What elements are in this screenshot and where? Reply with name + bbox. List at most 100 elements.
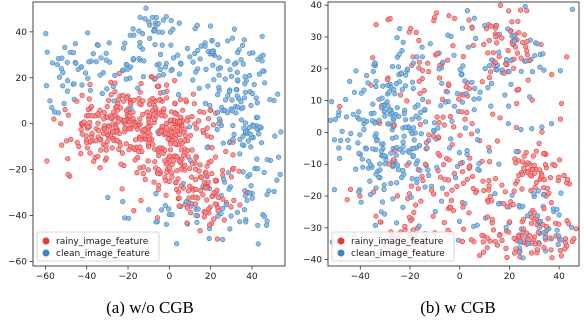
clean-point [194,219,200,225]
rainy-point [539,129,545,135]
clean-point [202,100,208,106]
rainy-point [184,220,190,226]
rainy-point [101,109,107,116]
y-tick-label: −20 [8,166,27,176]
rainy-point [497,2,504,9]
rainy-point [178,183,184,189]
rainy-point [87,81,93,87]
clean-point [156,61,162,67]
clean-point [220,205,226,212]
clean-point [377,161,383,167]
clean-point [186,124,193,130]
clean-point [485,84,491,91]
clean-point [216,116,222,122]
rainy-point [564,176,571,183]
rainy-point [525,160,531,166]
clean-point [235,77,241,83]
rainy-point [390,157,397,163]
clean-point [153,14,159,21]
rainy-point [145,124,151,130]
rainy-point [425,99,431,105]
rainy-point [492,176,499,182]
clean-point [353,68,359,74]
clean-point [358,199,364,205]
rainy-point [172,110,178,117]
clean-point [216,72,222,78]
rainy-point [161,106,167,112]
rainy-point [488,69,494,75]
rainy-point [519,186,525,192]
y-tick-label: 0 [21,120,27,130]
rainy-point [466,164,473,170]
clean-point [448,136,454,142]
rainy-point [177,96,184,103]
y-tick-label: 10 [311,97,323,107]
rainy-point [557,116,564,122]
clean-point [62,44,68,51]
clean-point [399,86,405,93]
rainy-point [193,125,199,131]
rainy-point [193,186,199,192]
plot-frame-a [32,1,286,267]
clean-point [401,133,407,139]
clean-point [79,82,85,88]
clean-point [159,42,165,48]
rainy-point [138,137,144,143]
rainy-point [59,142,65,148]
clean-point [394,105,400,111]
clean-point [457,66,463,73]
clean-point [215,41,221,48]
clean-point [394,220,400,226]
clean-point [439,80,445,86]
clean-point [558,190,564,196]
rainy-point [103,129,110,135]
clean-point [555,233,562,239]
clean-point [231,61,237,67]
clean-point [413,113,419,119]
clean-point [554,227,560,233]
clean-point [410,60,417,66]
rainy-point [137,89,143,95]
clean-point [452,175,459,181]
rainy-point [183,97,189,103]
clean-point [99,90,105,97]
rainy-point [122,125,128,131]
x-tick-label: 40 [553,272,565,282]
x-tick-label: 20 [205,272,217,282]
rainy-point [492,238,498,245]
clean-point [225,93,231,99]
rainy-point [188,210,194,216]
rainy-point [136,100,142,106]
clean-point [227,226,233,232]
clean-point [385,121,391,127]
clean-point [128,105,134,111]
rainy-point [169,124,175,131]
clean-point [194,22,200,29]
rainy-point [150,141,156,147]
clean-point [256,131,262,137]
rainy-point [556,157,563,163]
clean-point [382,153,388,159]
clean-point [331,187,338,193]
rainy-point [507,219,513,225]
rainy-point [156,167,162,173]
clean-point [400,139,406,145]
clean-point [400,144,406,150]
rainy-point [63,138,69,144]
clean-point [537,224,543,231]
rainy-point [460,180,467,186]
rainy-point [539,173,545,179]
clean-point [255,114,261,120]
rainy-point [142,176,148,182]
rainy-point [44,158,50,164]
clean-point [64,59,70,65]
clean-point [78,64,84,70]
clean-point [44,49,50,55]
clean-point [440,59,446,65]
clean-point [241,207,247,213]
rainy-point [101,116,107,122]
clean-point [356,109,362,115]
clean-point [261,213,268,219]
clean-point [107,59,113,65]
rainy-point [520,39,526,46]
